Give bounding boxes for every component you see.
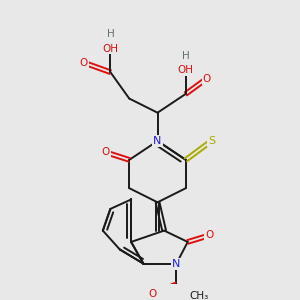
Text: O: O [80, 58, 88, 68]
Text: S: S [208, 136, 215, 146]
Text: CH₃: CH₃ [189, 291, 209, 300]
Text: O: O [202, 74, 211, 84]
Text: OH: OH [102, 44, 119, 54]
Text: N: N [153, 136, 162, 146]
Text: O: O [101, 147, 110, 157]
Text: H: H [106, 29, 114, 39]
Text: O: O [149, 289, 157, 299]
Text: N: N [172, 259, 181, 269]
Text: O: O [205, 230, 214, 240]
Text: OH: OH [178, 65, 194, 75]
Text: H: H [182, 51, 190, 61]
